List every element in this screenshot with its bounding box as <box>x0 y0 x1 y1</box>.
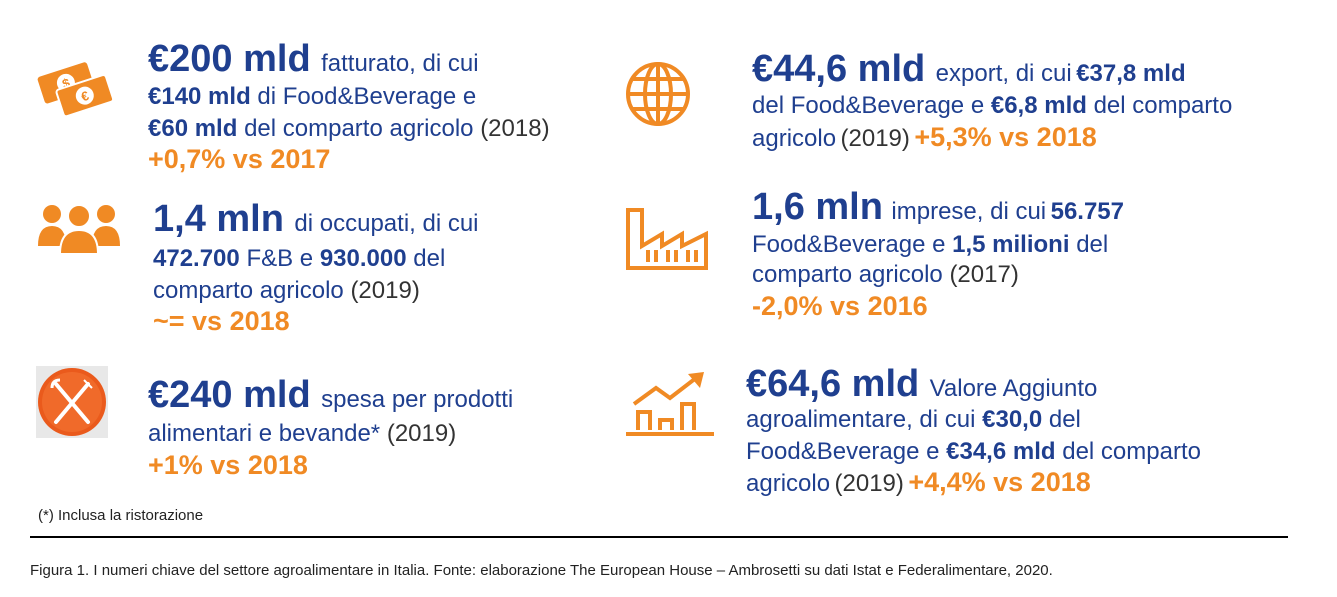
valore-desc: Valore Aggiunto <box>929 375 1098 402</box>
growth-chart-icon <box>626 372 714 436</box>
export-agri-text2: agricolo <box>752 125 837 152</box>
occupati-agri-value: 930.000 <box>319 245 407 272</box>
valore-year: (2019) <box>834 470 904 497</box>
valore-agri-text2: agricolo <box>746 470 831 497</box>
export-year: (2019) <box>840 125 910 152</box>
occupati-change: ~= vs 2018 <box>153 306 290 336</box>
valore-agri-value: €34,6 mld <box>946 438 1056 465</box>
fatturato-fb-text: di Food&Beverage e <box>257 83 477 110</box>
spesa-value: €240 mld <box>148 374 311 416</box>
imprese-fb-text: Food&Beverage e <box>752 231 946 258</box>
imprese-change: -2,0% vs 2016 <box>752 291 928 321</box>
fatturato-desc: fatturato, di cui <box>321 50 479 77</box>
export-desc: export, di cui <box>935 60 1072 87</box>
people-icon <box>38 204 120 255</box>
export-value: €44,6 mld <box>752 48 926 90</box>
spesa-desc2: alimentari e bevande* <box>148 420 381 447</box>
imprese-desc: imprese, di cui <box>891 198 1047 225</box>
spesa-year: (2019) <box>386 420 457 447</box>
globe-icon <box>626 62 690 126</box>
occupati-fb-text: F&B e <box>246 245 314 272</box>
figure-caption: Figura 1. I numeri chiave del settore ag… <box>30 562 1053 579</box>
fatturato-change: +0,7% vs 2017 <box>148 144 331 174</box>
fatturato-fb-value: €140 mld <box>148 83 251 110</box>
money-icon: $ € <box>37 62 115 118</box>
imprese-agri-text2: comparto agricolo <box>752 261 943 288</box>
export-fb-text: del Food&Beverage e <box>752 92 985 119</box>
valore-agri-text: del comparto <box>1062 438 1201 465</box>
occupati-fb-value: 472.700 <box>153 245 240 272</box>
fatturato-agri-value: €60 mld <box>148 115 238 142</box>
valore-desc2: agroalimentare, di cui <box>746 406 976 433</box>
occupati-year: (2019) <box>350 277 420 304</box>
valore-value: €64,6 mld <box>746 363 920 405</box>
export-fb-value: €37,8 mld <box>1076 60 1186 87</box>
fork-knife-icon <box>36 366 108 438</box>
occupati-agri-text2: comparto agricolo <box>153 277 344 304</box>
spesa-change: +1% vs 2018 <box>148 450 308 480</box>
valore-fb-text2: Food&Beverage e <box>746 438 940 465</box>
valore-fb-value: €30,0 <box>982 406 1043 433</box>
imprese-fb-value: 56.757 <box>1050 198 1124 225</box>
imprese-value: 1,6 mln <box>752 186 883 228</box>
spesa-desc: spesa per prodotti <box>321 386 514 413</box>
fatturato-year: (2018) <box>480 115 550 142</box>
imprese-agri-value: 1,5 milioni <box>952 231 1070 258</box>
valore-change: +4,4% vs 2018 <box>908 467 1091 497</box>
divider <box>30 536 1288 538</box>
imprese-agri-text: del <box>1076 231 1109 258</box>
valore-fb-text: del <box>1048 406 1081 433</box>
factory-icon <box>626 208 708 270</box>
fatturato-value: €200 mld <box>148 38 311 80</box>
occupati-agri-text: del <box>413 245 446 272</box>
footnote: (*) Inclusa la ristorazione <box>38 507 204 524</box>
export-agri-text: del comparto <box>1093 92 1233 119</box>
export-change: +5,3% vs 2018 <box>914 122 1097 152</box>
fatturato-agri-text: del comparto agricolo <box>244 115 474 142</box>
svg-text:€: € <box>79 88 91 105</box>
occupati-desc: di occupati, di cui <box>294 210 479 237</box>
imprese-year: (2017) <box>949 261 1019 288</box>
export-agri-value: €6,8 mld <box>990 92 1087 119</box>
occupati-value: 1,4 mln <box>153 198 284 240</box>
